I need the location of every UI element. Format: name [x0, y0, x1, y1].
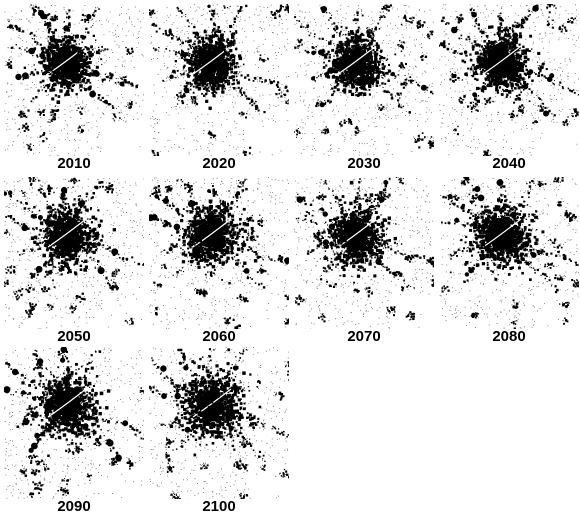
urban-extent-map — [4, 4, 144, 156]
urban-pattern — [294, 4, 434, 156]
map-panel-2050: 2050 — [4, 177, 144, 350]
map-panel-2060: 2060 — [149, 177, 289, 350]
year-label: 2030 — [347, 155, 381, 172]
urban-extent-map — [149, 347, 289, 499]
urban-pattern — [4, 177, 144, 329]
map-panel-2070: 2070 — [294, 177, 434, 350]
urban-pattern — [149, 177, 289, 329]
year-label: 2070 — [347, 328, 381, 345]
map-panel-2080: 2080 — [439, 177, 579, 350]
map-panel-2090: 2090 — [4, 347, 144, 520]
year-label: 2020 — [202, 155, 236, 172]
urban-extent-map — [4, 347, 144, 499]
map-panel-2020: 2020 — [149, 4, 289, 177]
urban-pattern — [149, 4, 289, 156]
urban-pattern — [4, 347, 144, 499]
map-panel-2030: 2030 — [294, 4, 434, 177]
urban-extent-map — [149, 177, 289, 329]
urban-extent-map — [439, 4, 579, 156]
year-label: 2040 — [492, 155, 526, 172]
year-label: 2080 — [492, 328, 526, 345]
year-label: 2010 — [57, 155, 91, 172]
urban-pattern — [439, 177, 579, 329]
map-panel-2040: 2040 — [439, 4, 579, 177]
urban-pattern — [439, 4, 579, 156]
urban-pattern — [4, 4, 144, 156]
year-label: 2050 — [57, 328, 91, 345]
year-label: 2060 — [202, 328, 236, 345]
urban-extent-map — [4, 177, 144, 329]
year-label: 2090 — [57, 498, 91, 515]
map-panel-2010: 2010 — [4, 4, 144, 177]
urban-extent-map — [439, 177, 579, 329]
urban-extent-map — [149, 4, 289, 156]
urban-extent-map — [294, 4, 434, 156]
map-panel-2100: 2100 — [149, 347, 289, 520]
year-label: 2100 — [202, 498, 236, 515]
urban-extent-map — [294, 177, 434, 329]
urban-pattern — [294, 177, 434, 329]
urban-pattern — [149, 347, 289, 499]
